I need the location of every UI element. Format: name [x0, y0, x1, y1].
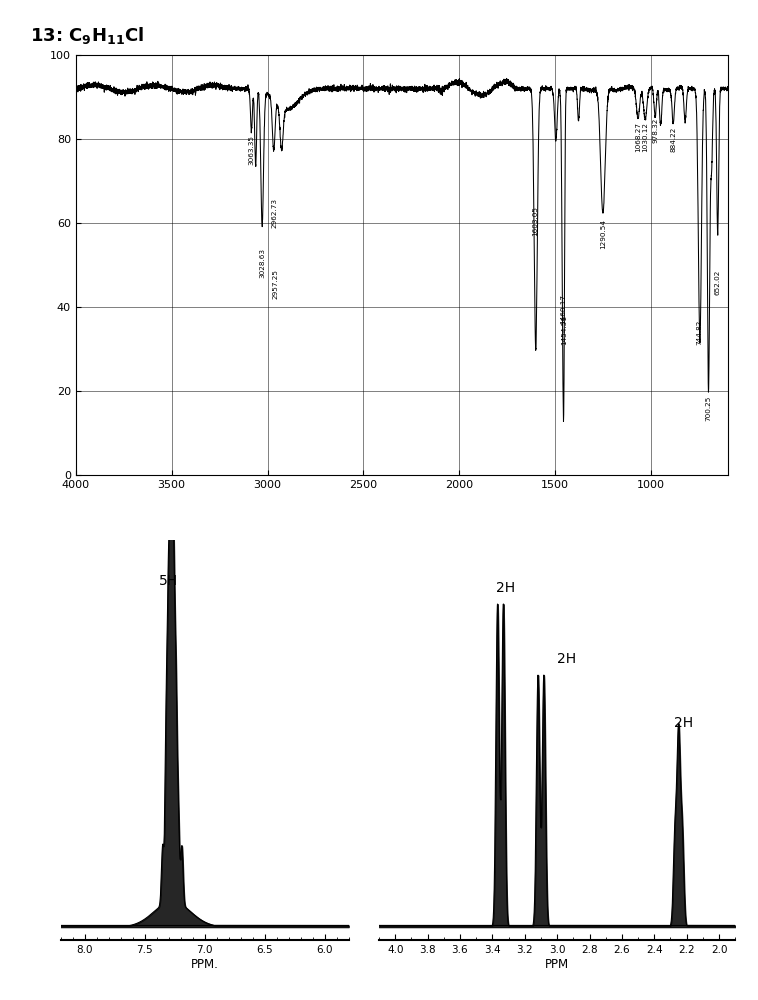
Text: 2H: 2H	[496, 581, 515, 595]
Text: 1460.17: 1460.17	[560, 294, 565, 324]
Text: 978.32: 978.32	[652, 118, 658, 143]
Text: 5H: 5H	[159, 574, 178, 588]
Text: 1454.51: 1454.51	[561, 315, 567, 345]
Text: 1603.05: 1603.05	[532, 206, 538, 236]
X-axis label: PPM.: PPM.	[191, 958, 218, 971]
Text: 884.22: 884.22	[670, 126, 676, 152]
Text: 3028.63: 3028.63	[259, 248, 265, 278]
Text: 2H: 2H	[674, 716, 693, 730]
Text: 13: $\mathregular{C_9H_{11}Cl}$: 13: $\mathregular{C_9H_{11}Cl}$	[30, 25, 145, 46]
Text: 1068.27: 1068.27	[635, 122, 641, 152]
Text: 3063.35: 3063.35	[249, 135, 255, 165]
Text: 1030.12: 1030.12	[642, 122, 648, 152]
Text: 2957.25: 2957.25	[273, 269, 279, 299]
Text: 2H: 2H	[557, 652, 576, 666]
Text: 700.25: 700.25	[706, 395, 712, 421]
Text: 744.82: 744.82	[697, 320, 703, 345]
Text: 652.02: 652.02	[715, 269, 721, 295]
Text: 1290.54: 1290.54	[600, 219, 606, 249]
Text: 2962.73: 2962.73	[272, 198, 278, 228]
X-axis label: PPM: PPM	[545, 958, 569, 971]
